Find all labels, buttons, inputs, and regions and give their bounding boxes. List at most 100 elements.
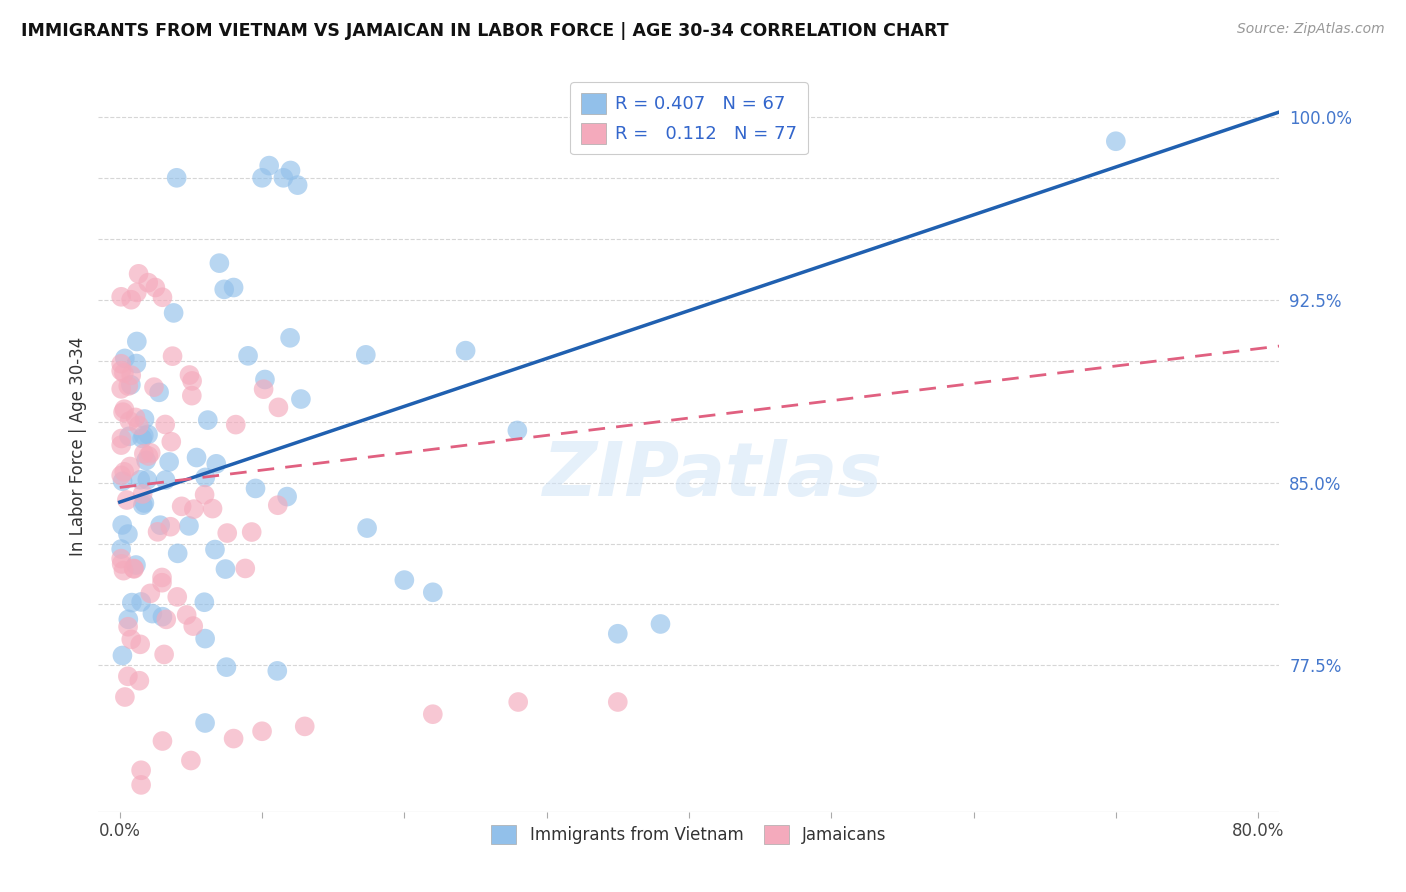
Point [117, 612, 139, 626]
Point [134, 496, 156, 510]
Point [606, 695, 628, 709]
Point [129, 778, 152, 792]
Point [236, 349, 259, 363]
Point [222, 280, 245, 294]
Point [194, 632, 217, 646]
Point [294, 719, 316, 733]
Point [422, 707, 444, 722]
Point [197, 413, 219, 427]
Point [148, 385, 170, 400]
Point [117, 379, 139, 393]
Point [112, 402, 135, 417]
Point [354, 348, 377, 362]
Point [155, 612, 177, 626]
Point [129, 473, 152, 487]
Point [120, 368, 142, 383]
Point [150, 575, 173, 590]
Point [152, 609, 174, 624]
Point [606, 626, 628, 640]
Point [143, 380, 166, 394]
Point [110, 382, 132, 396]
Point [214, 562, 236, 576]
Point [110, 468, 132, 483]
Point [149, 518, 172, 533]
Point [111, 518, 134, 533]
Point [508, 695, 530, 709]
Point [650, 617, 672, 632]
Point [139, 446, 162, 460]
Point [215, 660, 238, 674]
Point [506, 424, 529, 438]
Point [118, 414, 141, 428]
Point [122, 562, 145, 576]
Point [129, 637, 152, 651]
Point [177, 519, 200, 533]
Point [394, 573, 416, 587]
Point [111, 557, 134, 571]
Point [267, 498, 290, 512]
Point [186, 450, 208, 465]
Point [110, 432, 132, 446]
Point [112, 465, 135, 479]
Point [180, 389, 202, 403]
Point [110, 551, 132, 566]
Point [117, 669, 139, 683]
Point [212, 282, 235, 296]
Point [129, 764, 152, 778]
Point [233, 561, 256, 575]
Point [159, 519, 181, 533]
Point [128, 267, 150, 281]
Point [166, 590, 188, 604]
Point [132, 498, 155, 512]
Point [152, 290, 174, 304]
Point [257, 159, 280, 173]
Point [180, 754, 202, 768]
Y-axis label: In Labor Force | Age 30-34: In Labor Force | Age 30-34 [69, 336, 87, 556]
Point [121, 596, 143, 610]
Point [181, 619, 204, 633]
Point [122, 561, 145, 575]
Point [110, 357, 132, 371]
Point [131, 431, 153, 445]
Point [125, 285, 148, 300]
Point [152, 734, 174, 748]
Point [193, 595, 215, 609]
Point [143, 280, 166, 294]
Point [111, 648, 134, 663]
Point [135, 453, 157, 467]
Legend: Immigrants from Vietnam, Jamaicans: Immigrants from Vietnam, Jamaicans [485, 818, 893, 851]
Point [217, 526, 239, 541]
Point [162, 306, 184, 320]
Point [131, 487, 153, 501]
Point [253, 372, 276, 386]
Point [252, 382, 274, 396]
Point [170, 500, 193, 514]
Point [110, 290, 132, 304]
Point [290, 392, 312, 406]
Point [225, 417, 247, 432]
Point [181, 374, 204, 388]
Point [205, 457, 228, 471]
Point [120, 459, 142, 474]
Point [146, 524, 169, 539]
Point [250, 724, 273, 739]
Point [240, 524, 263, 539]
Point [194, 716, 217, 731]
Text: Source: ZipAtlas.com: Source: ZipAtlas.com [1237, 22, 1385, 37]
Point [222, 731, 245, 746]
Point [141, 607, 163, 621]
Point [134, 412, 156, 426]
Point [132, 447, 155, 461]
Point [110, 542, 132, 557]
Point [245, 482, 267, 496]
Point [125, 558, 148, 572]
Point [132, 428, 155, 442]
Point [208, 256, 231, 270]
Point [112, 564, 135, 578]
Point [278, 331, 301, 345]
Point [162, 349, 184, 363]
Point [125, 357, 148, 371]
Point [136, 473, 159, 487]
Point [114, 690, 136, 704]
Point [118, 429, 141, 443]
